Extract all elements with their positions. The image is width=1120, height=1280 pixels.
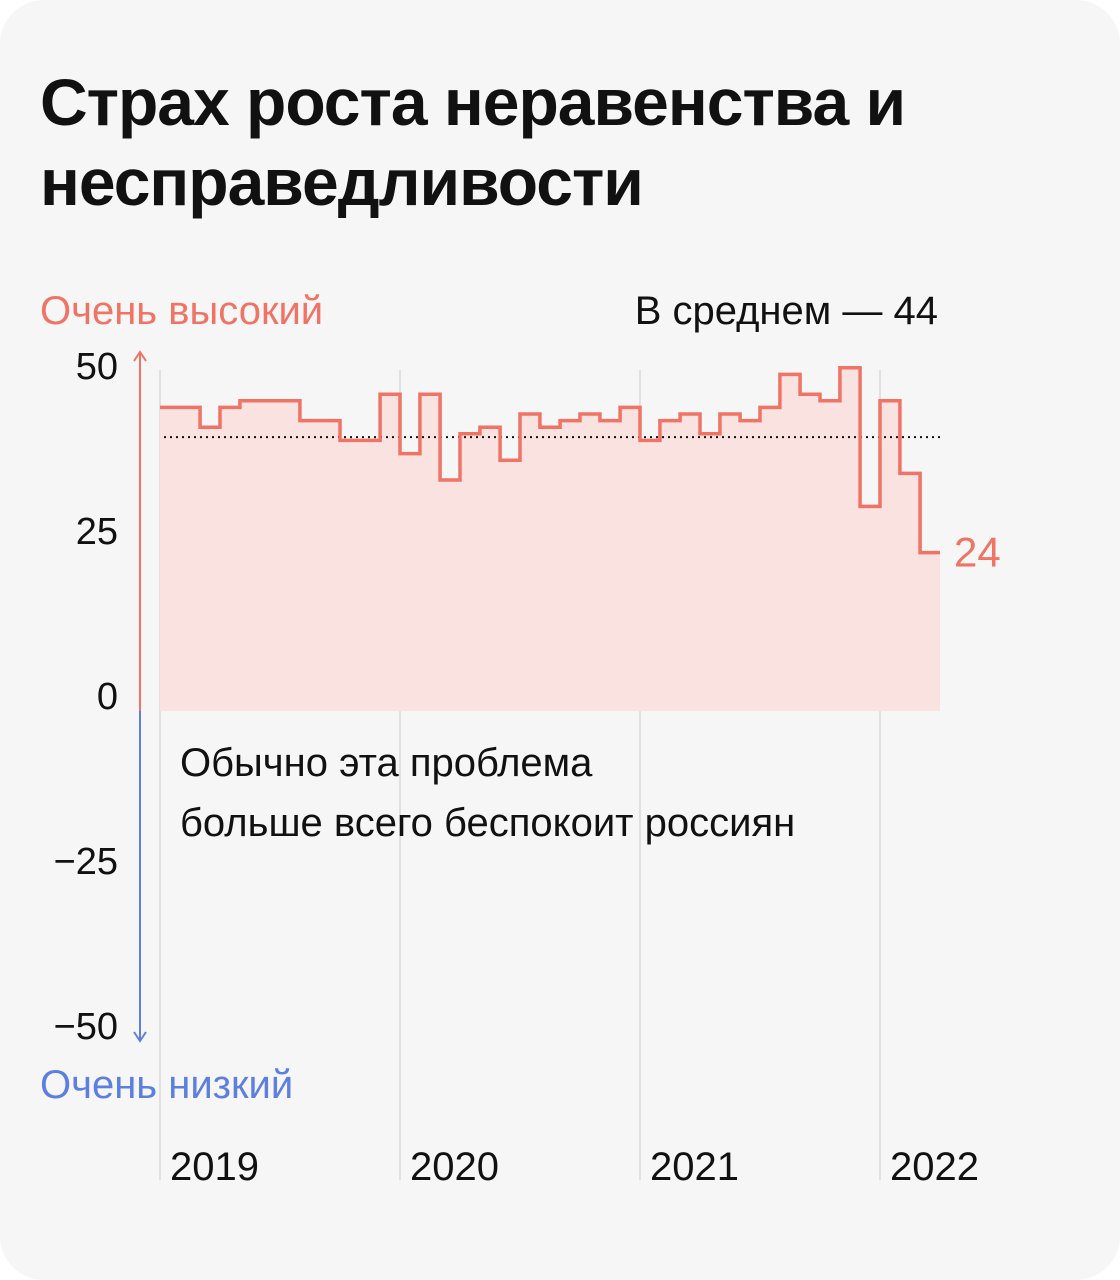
y-tick-4: −50: [54, 1006, 118, 1048]
chart-title: Страх роста неравенства и несправедливос…: [40, 65, 906, 219]
area-fill: [160, 367, 940, 711]
annotation-line-1: Обычно эта проблема: [180, 741, 593, 785]
average-label: В среднем — 44: [635, 289, 938, 333]
x-tick-2019: 2019: [170, 1145, 259, 1189]
y-tick-3: −25: [54, 841, 118, 883]
arrow-up-icon: [133, 350, 147, 362]
x-tick-2020: 2020: [410, 1145, 499, 1189]
axis-bottom-label: Очень низкий: [40, 1063, 293, 1107]
series-line: [160, 366, 940, 555]
y-tick-2: 0: [97, 676, 118, 718]
y-tick-labels: 50 25 0 −25 −50: [54, 346, 118, 1048]
x-tick-2021: 2021: [650, 1145, 739, 1189]
last-value-label: 24: [954, 529, 1001, 576]
y-tick-1: 25: [76, 511, 118, 553]
annotation-line-2: больше всего беспокоит россиян: [180, 801, 795, 845]
axis-top-label: Очень высокий: [40, 289, 323, 333]
y-tick-0: 50: [76, 346, 118, 388]
x-tick-labels: 2019 2020 2021 2022: [170, 1145, 979, 1189]
x-tick-2022: 2022: [890, 1145, 979, 1189]
arrow-down-icon: [133, 1031, 147, 1043]
